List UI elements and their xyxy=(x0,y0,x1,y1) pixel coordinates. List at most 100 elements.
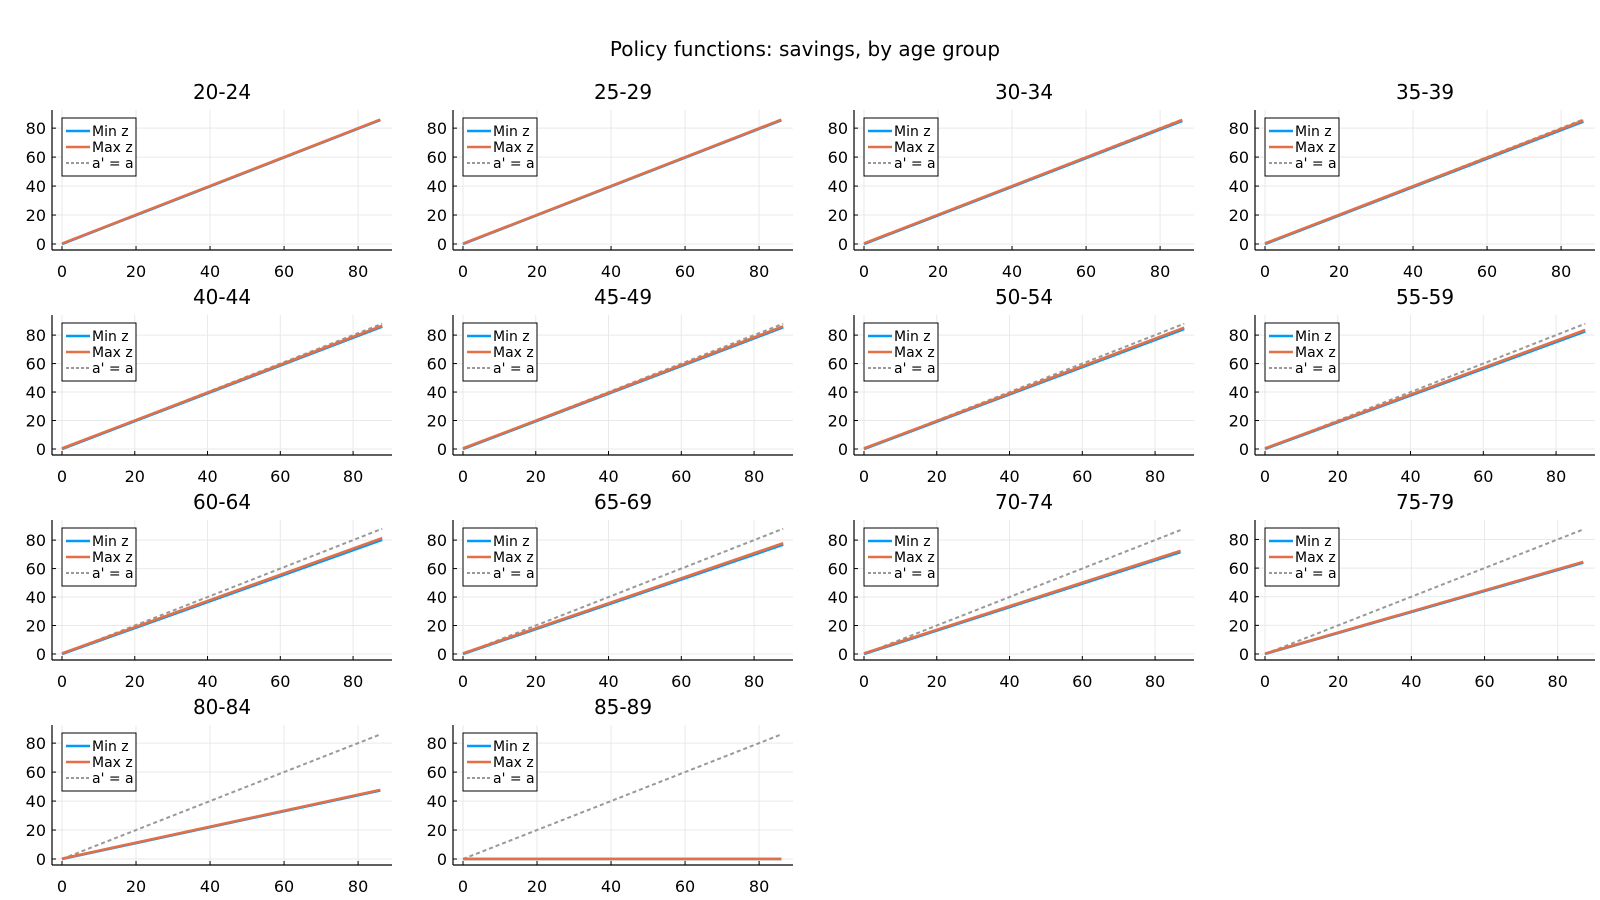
x-tick-label: 80 xyxy=(744,672,764,691)
y-tick-label: 40 xyxy=(427,792,447,811)
panel-title: 25-29 xyxy=(594,80,652,104)
x-tick-label: 40 xyxy=(598,467,618,486)
series-line-max-z xyxy=(863,549,1181,655)
y-tick-label: 0 xyxy=(36,645,46,664)
figure-title: Policy functions: savings, by age group xyxy=(610,37,1000,61)
y-tick-label: 80 xyxy=(26,734,46,753)
y-tick-label: 80 xyxy=(828,119,848,138)
y-tick-label: 40 xyxy=(427,177,447,196)
x-tick-label: 20 xyxy=(927,467,947,486)
x-tick-label: 40 xyxy=(1400,467,1420,486)
x-tick-label: 20 xyxy=(1328,467,1348,486)
legend-label: a' = a xyxy=(92,771,134,787)
legend-label: Min z xyxy=(493,534,530,550)
y-tick-label: 80 xyxy=(427,326,447,345)
legend-label: a' = a xyxy=(92,156,134,172)
x-tick-label: 40 xyxy=(1002,262,1022,281)
y-tick-label: 80 xyxy=(1229,326,1249,345)
x-tick-label: 0 xyxy=(458,877,468,896)
series-line-max-z xyxy=(462,541,784,655)
y-tick-label: 80 xyxy=(828,326,848,345)
y-tick-label: 0 xyxy=(36,440,46,459)
x-tick-label: 40 xyxy=(999,672,1019,691)
series-line-max-z xyxy=(1264,328,1586,450)
x-tick-label: 60 xyxy=(270,467,290,486)
y-tick-label: 40 xyxy=(26,383,46,402)
y-tick-label: 60 xyxy=(1229,355,1249,374)
y-tick-label: 20 xyxy=(26,617,46,636)
legend-label: Max z xyxy=(493,755,534,771)
legend-label: Max z xyxy=(92,345,133,361)
legend-label: Max z xyxy=(894,140,935,156)
series-line-identity xyxy=(61,733,381,860)
y-tick-label: 40 xyxy=(828,383,848,402)
y-tick-label: 0 xyxy=(437,850,447,869)
legend-label: Min z xyxy=(894,534,931,550)
y-tick-label: 60 xyxy=(828,148,848,167)
panel-title: 50-54 xyxy=(995,285,1053,309)
y-tick-label: 60 xyxy=(1229,559,1249,578)
y-tick-label: 20 xyxy=(427,617,447,636)
panel-title: 30-34 xyxy=(995,80,1053,104)
x-tick-label: 40 xyxy=(197,672,217,691)
x-tick-label: 20 xyxy=(126,262,146,281)
legend-label: Min z xyxy=(493,124,530,140)
x-tick-label: 60 xyxy=(675,262,695,281)
x-tick-label: 80 xyxy=(343,672,363,691)
legend-label: a' = a xyxy=(1295,566,1337,582)
series-line-max-z xyxy=(462,118,782,245)
x-tick-label: 60 xyxy=(274,262,294,281)
legend-label: Min z xyxy=(92,329,129,345)
y-tick-label: 60 xyxy=(828,355,848,374)
legend-label: Max z xyxy=(493,550,534,566)
y-tick-label: 20 xyxy=(427,821,447,840)
series-line-max-z xyxy=(462,325,784,450)
x-tick-label: 80 xyxy=(1546,467,1566,486)
legend-label: Max z xyxy=(894,550,935,566)
x-tick-label: 60 xyxy=(274,877,294,896)
y-tick-label: 40 xyxy=(26,177,46,196)
x-tick-label: 20 xyxy=(927,672,947,691)
x-tick-label: 40 xyxy=(601,877,621,896)
x-tick-label: 40 xyxy=(200,877,220,896)
panel-title: 60-64 xyxy=(193,490,251,514)
panel-title: 45-49 xyxy=(594,285,652,309)
y-tick-label: 80 xyxy=(828,531,848,550)
panel-title: 40-44 xyxy=(193,285,251,309)
legend-label: Min z xyxy=(92,739,129,755)
legend-label: Max z xyxy=(493,345,534,361)
series-line-max-z xyxy=(863,326,1185,450)
series-line-max-z xyxy=(863,118,1183,245)
y-tick-label: 20 xyxy=(1229,206,1249,225)
y-tick-label: 60 xyxy=(427,763,447,782)
y-tick-label: 20 xyxy=(26,821,46,840)
legend-label: Max z xyxy=(1295,140,1336,156)
x-tick-label: 0 xyxy=(57,262,67,281)
x-tick-label: 60 xyxy=(1477,262,1497,281)
x-tick-label: 20 xyxy=(1328,672,1348,691)
y-tick-label: 80 xyxy=(427,531,447,550)
legend-label: a' = a xyxy=(493,361,535,377)
legend-label: Max z xyxy=(92,755,133,771)
panel-title: 75-79 xyxy=(1396,490,1454,514)
x-tick-label: 20 xyxy=(125,467,145,486)
y-tick-label: 0 xyxy=(36,235,46,254)
legend-label: a' = a xyxy=(493,771,535,787)
legend-label: Min z xyxy=(1295,329,1332,345)
